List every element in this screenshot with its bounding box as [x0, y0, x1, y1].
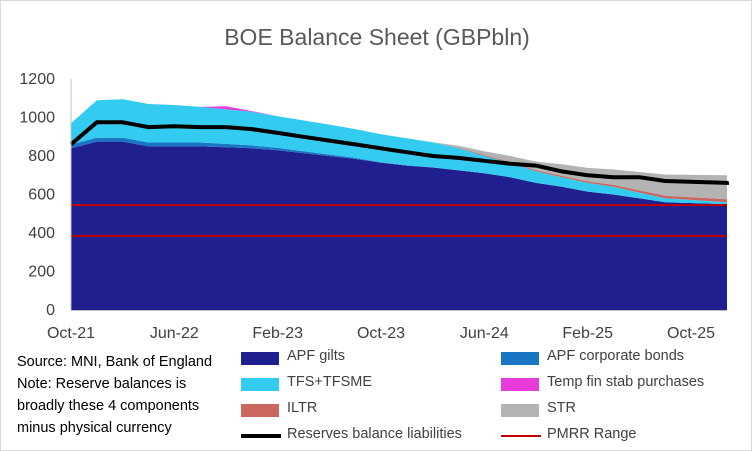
chart-title: BOE Balance Sheet (GBPbln) [224, 24, 530, 50]
area-apf-gilts [71, 141, 727, 310]
legend-label: PMRR Range [547, 426, 637, 442]
x-tick-label: Jun-24 [460, 325, 509, 342]
x-tick-label: Feb-23 [252, 325, 303, 342]
area-tfs-tfsme [71, 99, 727, 310]
y-tick-label: 400 [28, 225, 55, 242]
note-line-2: broadly these 4 components [17, 398, 200, 414]
legend-swatch-apf-gilts [241, 352, 279, 365]
legend-label: TFS+TFSME [287, 374, 372, 390]
source-note: Source: MNI, Bank of England [17, 354, 213, 370]
line-reserves-balance-liabilities [69, 120, 729, 185]
legend-label: STR [547, 400, 576, 416]
legend-label: APF gilts [287, 348, 346, 364]
x-tick-label: Oct-23 [357, 325, 405, 342]
legend-label: Temp fin stab purchases [547, 374, 705, 390]
x-tick-label: Oct-25 [667, 325, 715, 342]
y-tick-label: 1200 [19, 71, 55, 88]
legend-swatch-iltr [241, 404, 279, 417]
note-line-1: Note: Reserve balances is [17, 376, 187, 392]
x-tick-label: Jun-22 [150, 325, 199, 342]
legend-line-reserves [241, 434, 281, 438]
legend-swatch-apf-corporate-bonds [501, 352, 539, 365]
legend-swatch-str [501, 404, 539, 417]
legend-swatch-temp-fin-stab [501, 378, 539, 391]
y-tick-label: 800 [28, 148, 55, 165]
legend-line-pmrr [501, 435, 541, 437]
y-tick-label: 600 [28, 187, 55, 204]
note-line-3: minus physical currency [17, 420, 172, 436]
legend-label: APF corporate bonds [547, 348, 685, 364]
y-tick-label: 1000 [19, 110, 55, 127]
x-tick-label: Oct-21 [47, 325, 95, 342]
y-tick-label: 0 [46, 302, 55, 319]
x-tick-label: Feb-25 [562, 325, 613, 342]
legend-swatch-tfs-tfsme [241, 378, 279, 391]
legend-label: Reserves balance liabilities [287, 426, 462, 442]
legend-label: ILTR [287, 400, 318, 416]
y-tick-label: 200 [28, 264, 55, 281]
